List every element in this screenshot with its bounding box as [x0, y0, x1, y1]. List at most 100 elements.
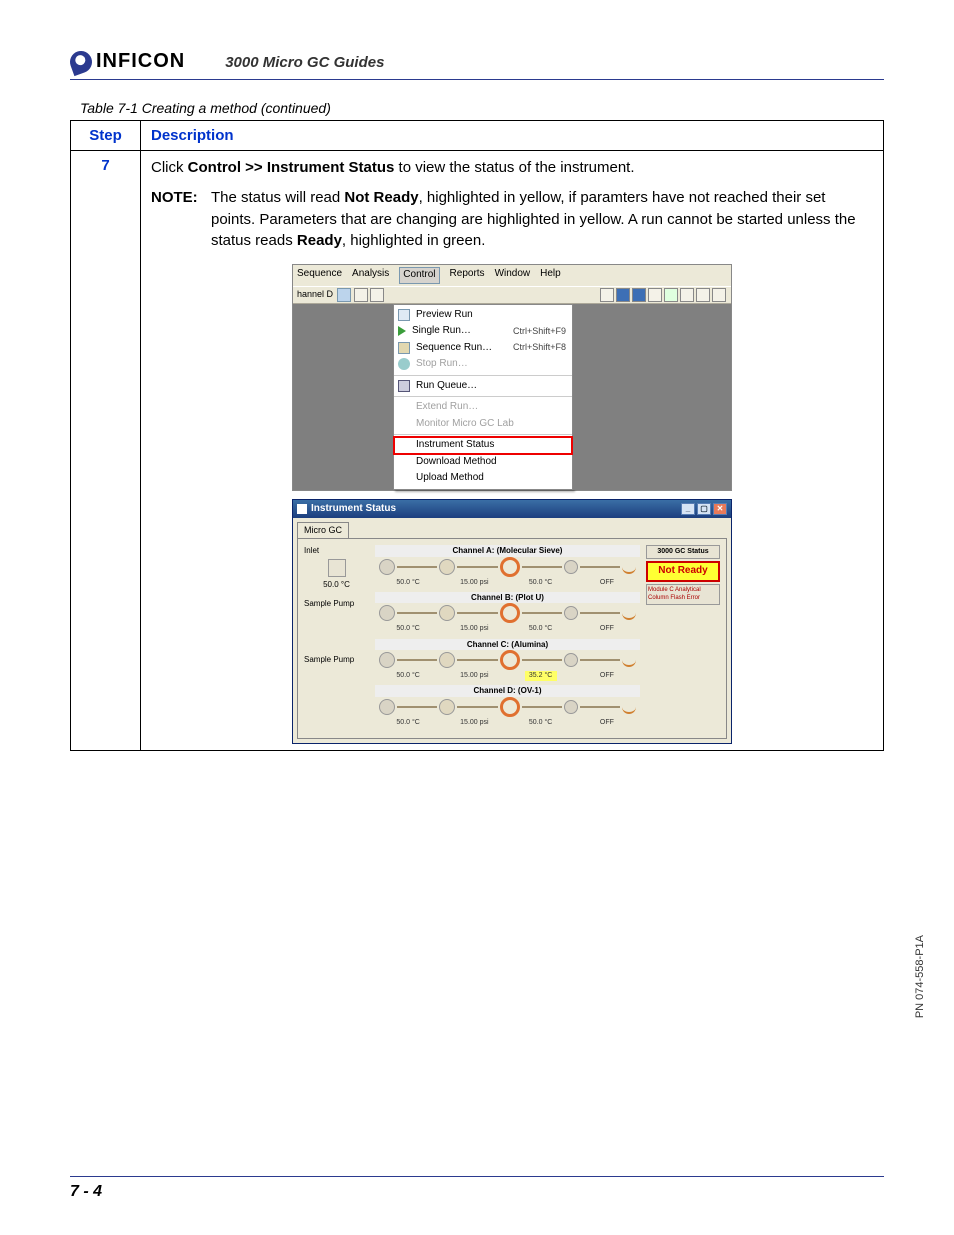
status-panel: Inlet 50.0 °C Sample Pump Sample Pump Ch…: [297, 538, 727, 739]
blank-icon: [398, 456, 410, 468]
close-button[interactable]: ✕: [713, 503, 727, 515]
menu-item-single-run-[interactable]: Single Run…Ctrl+Shift+F9: [394, 323, 572, 340]
channel-block: Channel C: (Alumina) 50.0 °C15.00 psi35.2…: [375, 639, 640, 682]
channel-label: hannel D: [297, 288, 333, 301]
minimize-button[interactable]: _: [681, 503, 695, 515]
menu-help[interactable]: Help: [540, 267, 561, 284]
detector-icon: [622, 560, 636, 574]
channel-block: Channel D: (OV-1)50.0 °C15.00 psi50.0 °C…: [375, 685, 640, 728]
menu-shortcut: Ctrl+Shift+F8: [513, 341, 566, 354]
val-pressure: 15.00 psi: [458, 718, 490, 728]
blank-icon: [398, 439, 410, 451]
panel-right: 3000 GC Status Not Ready Module C Analyt…: [646, 545, 720, 732]
logo-icon: [67, 47, 95, 75]
menu-item-download-method[interactable]: Download Method: [394, 454, 572, 471]
menu-sequence[interactable]: Sequence: [297, 267, 342, 284]
inlet-icon: [328, 559, 346, 577]
panel-left: Inlet 50.0 °C Sample Pump Sample Pump: [304, 545, 369, 732]
panel-center: Channel A: (Molecular Sieve)50.0 °C15.00…: [375, 545, 640, 732]
note: NOTE: The status will read Not Ready, hi…: [151, 187, 873, 252]
val-temp2: 50.0 °C: [525, 578, 557, 588]
logo: INFICON: [70, 50, 185, 73]
menu-item-stop-run-: Stop Run…: [394, 356, 572, 373]
menu-item-upload-method[interactable]: Upload Method: [394, 470, 572, 487]
tool-icon-3[interactable]: [632, 288, 646, 302]
tab-microgc[interactable]: Micro GC: [297, 522, 349, 538]
val-state: OFF: [591, 718, 623, 728]
channel-values: 50.0 °C15.00 psi35.2 °COFF: [375, 671, 640, 681]
channel-dropdown-icon[interactable]: [337, 288, 351, 302]
menu-control[interactable]: Control: [399, 267, 439, 284]
channel-name: Channel A: (Molecular Sieve): [375, 545, 640, 557]
detector-icon: [622, 700, 636, 714]
menu-window[interactable]: Window: [495, 267, 531, 284]
menu-analysis[interactable]: Analysis: [352, 267, 389, 284]
val-pressure: 15.00 psi: [458, 578, 490, 588]
channel-name: Channel B: (Plot U): [375, 592, 640, 604]
column-icon: [500, 603, 520, 623]
tool-icon-6[interactable]: [696, 288, 710, 302]
sample-pump-label: Sample Pump: [304, 598, 369, 610]
window-title: Instrument Status: [311, 502, 679, 517]
column-icon: [500, 557, 520, 577]
part-number: PN 074-558-P1A: [914, 935, 926, 1018]
gauge-icon: [439, 605, 455, 621]
tool-icon-5[interactable]: [680, 288, 694, 302]
blank-icon: [398, 472, 410, 484]
coil-icon: [379, 559, 395, 575]
menu-shortcut: Ctrl+Shift+F9: [513, 325, 566, 338]
channel-diagram: [375, 603, 640, 623]
channel-diagram: [375, 650, 640, 670]
menu-item-text: Monitor Micro GC Lab: [416, 417, 566, 432]
menu-item-text: Download Method: [416, 455, 566, 470]
gc-status-head: 3000 GC Status: [646, 545, 720, 559]
val-pressure: 15.00 psi: [458, 671, 490, 681]
menu-item-sequence-run-[interactable]: Sequence Run…Ctrl+Shift+F8: [394, 340, 572, 357]
channel-values: 50.0 °C15.00 psi50.0 °COFF: [375, 624, 640, 634]
gauge-icon: [439, 652, 455, 668]
val-state: OFF: [591, 578, 623, 588]
val-temp2: 50.0 °C: [525, 718, 557, 728]
col-desc: Description: [141, 121, 884, 151]
channel-values: 50.0 °C15.00 psi50.0 °COFF: [375, 718, 640, 728]
play-icon[interactable]: [664, 288, 678, 302]
page-header: INFICON 3000 Micro GC Guides: [70, 50, 884, 80]
copy-icon[interactable]: [370, 288, 384, 302]
menu-item-instrument-status[interactable]: Instrument Status: [394, 437, 572, 454]
detector-icon: [622, 606, 636, 620]
tool-icon-4[interactable]: [648, 288, 662, 302]
menu-item-run-queue-[interactable]: Run Queue…: [394, 378, 572, 395]
preview-icon: [398, 309, 410, 321]
inlet-value: 50.0 °C: [304, 579, 369, 591]
cut-icon[interactable]: [354, 288, 368, 302]
page-number: 7 - 4: [70, 1183, 102, 1200]
menubar: Sequence Analysis Control Reports Window…: [293, 265, 731, 286]
maximize-button[interactable]: ▢: [697, 503, 711, 515]
window-titlebar: Instrument Status _ ▢ ✕: [293, 500, 731, 519]
channel-diagram: [375, 697, 640, 717]
coil-icon: [379, 605, 395, 621]
menu-reports[interactable]: Reports: [450, 267, 485, 284]
menu-item-text: Preview Run: [416, 308, 566, 323]
window-icon: [297, 504, 307, 514]
gauge-icon: [439, 699, 455, 715]
menu-item-text: Extend Run…: [416, 400, 566, 415]
note-label: NOTE:: [151, 187, 211, 252]
menu-item-preview-run[interactable]: Preview Run: [394, 307, 572, 324]
step-description: Click Control >> Instrument Status to vi…: [141, 151, 884, 751]
menu-item-text: Stop Run…: [416, 357, 566, 372]
channel-diagram: [375, 557, 640, 577]
col-step: Step: [71, 121, 141, 151]
menu-item-text: Instrument Status: [416, 438, 566, 453]
note-text: The status will read Not Ready, highligh…: [211, 187, 873, 252]
play-icon: [398, 326, 406, 336]
val-temp1: 50.0 °C: [392, 624, 424, 634]
detector-icon: [622, 653, 636, 667]
tool-icon-7[interactable]: [712, 288, 726, 302]
logo-text: INFICON: [96, 50, 185, 73]
menu-item-text: Run Queue…: [416, 379, 566, 394]
tool-icon-1[interactable]: [600, 288, 614, 302]
blank-icon: [398, 418, 410, 430]
tool-icon-2[interactable]: [616, 288, 630, 302]
channel-name: Channel C: (Alumina): [375, 639, 640, 651]
